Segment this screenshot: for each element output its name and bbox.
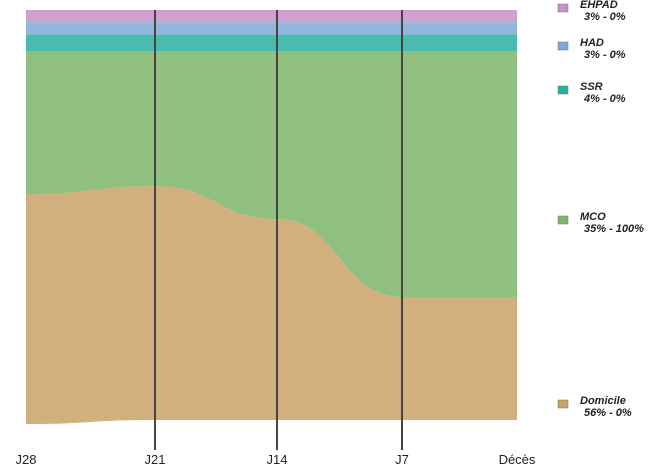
flow-j14-domicile [277, 219, 402, 420]
legend-pct-had: 3% - 0% [584, 49, 626, 61]
legend-swatch-domicile [557, 399, 569, 409]
legend-swatch-mco [557, 215, 569, 225]
flow-j21-mco [155, 51, 277, 220]
flow-j14-had [277, 22, 402, 35]
legend-label-ehpad: EHPAD [580, 0, 618, 11]
flow-j28-domicile [26, 186, 155, 425]
flow-j21-ehpad [155, 10, 277, 23]
flow-j7-domicile [402, 297, 517, 420]
axis-label-j21: J21 [145, 452, 166, 467]
axis-label-j7: J7 [395, 452, 409, 467]
x-axis: J28 J21 J14 J7 Décès [16, 452, 536, 467]
legend-pct-mco: 35% - 100% [584, 223, 644, 235]
flow-j28-ssr [26, 34, 155, 51]
legend-swatch-ehpad [557, 3, 569, 13]
flow-j7-mco [402, 51, 517, 297]
flow-j21-domicile [155, 186, 277, 420]
flow-j7-ehpad [402, 10, 517, 23]
legend-label-domicile: Domicile [580, 395, 626, 407]
legend-label-had: HAD [580, 37, 604, 49]
flow-j14-ehpad [277, 10, 402, 23]
flow-j7-had [402, 22, 517, 35]
flow-j21-ssr [155, 34, 277, 51]
legend-pct-ehpad: 3% - 0% [584, 11, 626, 23]
flow-j14-ssr [277, 34, 402, 51]
legend-pct-ssr: 4% - 0% [583, 93, 626, 105]
flow-j28-mco [26, 51, 155, 195]
axis-label-j14: J14 [267, 452, 288, 467]
legend-pct-domicile: 56% - 0% [584, 407, 632, 419]
axis-label-j28: J28 [16, 452, 37, 467]
legend-label-ssr: SSR [580, 81, 603, 93]
flow-j14-mco [277, 51, 402, 297]
axis-label-d-c-s: Décès [499, 452, 536, 467]
flow-j28-had [26, 22, 155, 35]
flow-j28-ehpad [26, 10, 155, 23]
flow-layer [26, 10, 517, 425]
legend-label-mco: MCO [580, 211, 606, 223]
flow-j21-had [155, 22, 277, 35]
stage-lines [154, 10, 403, 450]
legend-swatch-ssr [557, 85, 569, 95]
legend-swatch-had [557, 41, 569, 51]
flow-j7-ssr [402, 34, 517, 51]
